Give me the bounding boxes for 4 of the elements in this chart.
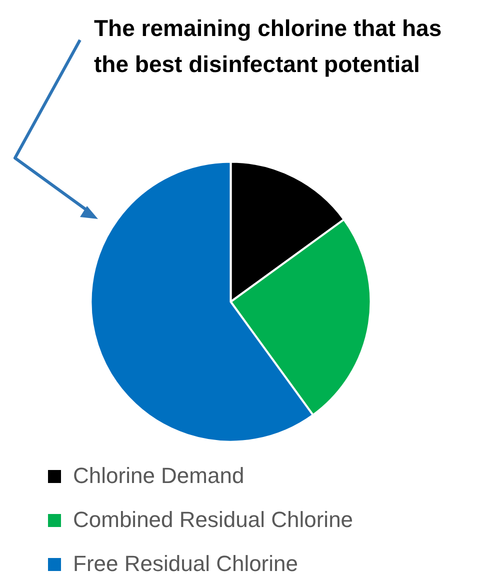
- legend-label: Chlorine Demand: [72, 463, 246, 489]
- legend-label: Free Residual Chlorine: [72, 551, 299, 577]
- text: The remaining chlorine that has the best disinfectant potential: [94, 14, 443, 79]
- legend-label: Combined Residual Chlorine: [72, 507, 354, 533]
